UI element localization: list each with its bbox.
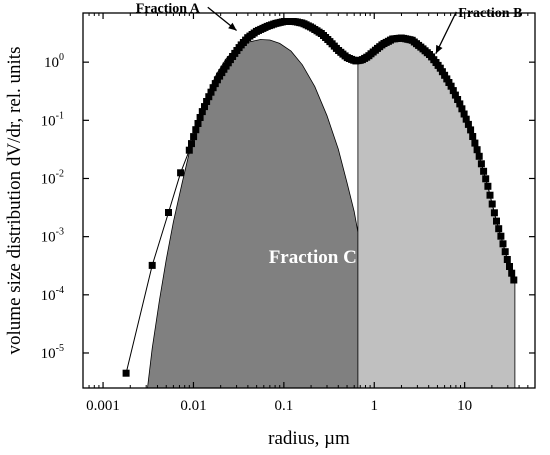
y-tick-label: 10-3 [41,227,64,246]
data-point [441,71,449,79]
axis-ticks: 0.001 0.01 0.1 1 10 10-5 10-4 10-3 10-2 10-1 100 [41,13,535,414]
data-point [188,140,195,148]
annotation-fraction-a: Fraction A [136,1,201,16]
data-point [213,76,221,84]
data-point [196,114,204,121]
data-point [205,93,213,101]
fraction-areas [147,37,516,389]
data-point [506,263,513,270]
y-tick-label: 10-2 [41,168,64,187]
data-point [467,126,475,134]
data-point [201,103,208,111]
data-point [510,276,518,284]
data-point [445,79,453,86]
x-tick-label: 1 [371,398,379,414]
annotation-arrow-head [228,22,237,31]
y-tick-label: 10-4 [41,285,64,304]
data-point [451,91,459,99]
y-tick-label: 10-1 [41,110,64,129]
data-point [469,133,477,140]
area-fraction-c [147,39,359,389]
data-point [462,115,470,123]
data-point [449,87,457,95]
y-axis-title: volume size distribution dV/dr, rel. uni… [4,47,25,355]
data-point [456,100,464,108]
data-point [484,182,492,190]
data-point [508,269,516,277]
y-tick-label: 100 [44,52,64,71]
data-point [148,261,156,269]
data-point [177,169,185,177]
data-point [473,146,481,154]
x-tick-label: 10 [457,398,472,414]
data-point [497,232,505,240]
data-point [501,248,509,256]
annotation-arrow-head [435,44,443,54]
y-tick-label: 10-5 [41,343,64,362]
plot-frame [82,12,536,389]
data-point [192,126,200,134]
data-point [471,139,479,147]
x-axis-title: radius, µm [268,428,350,449]
data-point [482,175,490,183]
data-point [495,225,503,233]
data-point [198,108,206,116]
x-tick-label: 0.01 [180,398,206,414]
data-point [488,200,496,208]
data-point [203,98,211,105]
data-point [447,82,455,90]
data-point [480,167,488,175]
annotation-fraction-b: Fraction B [458,6,522,21]
data-point [460,110,468,118]
data-point [493,217,500,225]
data-point [486,191,494,199]
annotation-fraction-c: Fraction C [269,247,357,268]
x-tick-label: 0.1 [274,398,293,414]
data-point [503,256,511,263]
data-point [165,209,172,216]
data-point [499,240,507,248]
data-point [185,146,193,154]
data-point [477,160,485,168]
data-point [194,120,202,127]
measured-points [122,18,518,377]
data-point [464,120,472,128]
x-tick-label: 0.001 [86,398,120,414]
data-point [190,133,198,141]
data-point [454,96,462,103]
data-point [209,84,217,92]
data-point [458,105,466,113]
data-point [207,88,215,96]
data-point [443,75,451,83]
data-point [122,369,130,377]
data-point [438,68,446,76]
data-point [490,209,498,217]
data-point [211,80,219,88]
annotations: Fraction A Fraction B Fraction C [136,1,523,268]
data-point [475,152,483,160]
